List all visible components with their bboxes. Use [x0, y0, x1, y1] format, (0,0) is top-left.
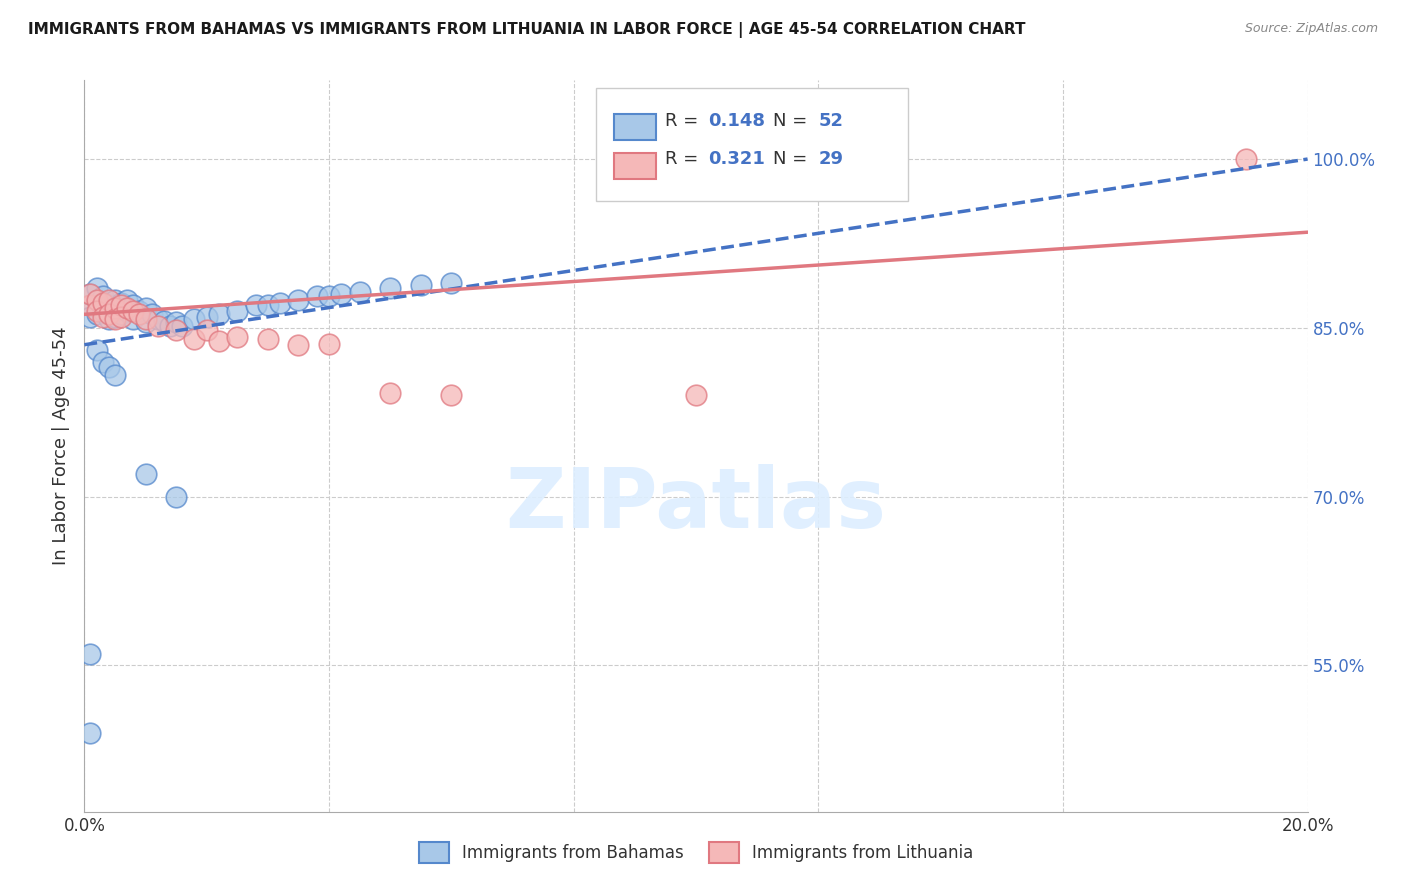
Point — [79, 298, 101, 312]
Text: 0.321: 0.321 — [709, 150, 765, 169]
Point — [97, 360, 120, 375]
Point — [165, 315, 187, 329]
Point — [110, 298, 132, 312]
Point — [195, 310, 218, 324]
Point — [135, 311, 157, 326]
Point — [122, 304, 145, 318]
Point — [305, 289, 328, 303]
Point — [86, 304, 108, 318]
FancyBboxPatch shape — [614, 153, 655, 179]
Point — [269, 296, 291, 310]
Text: R =: R = — [665, 150, 704, 169]
Text: N =: N = — [773, 112, 813, 129]
Point — [183, 311, 205, 326]
Point — [165, 323, 187, 337]
Point — [91, 354, 114, 368]
Point — [91, 310, 114, 324]
FancyBboxPatch shape — [596, 87, 908, 201]
Point — [97, 298, 120, 312]
Text: Source: ZipAtlas.com: Source: ZipAtlas.com — [1244, 22, 1378, 36]
Point — [91, 289, 114, 303]
Point — [79, 310, 101, 324]
Text: R =: R = — [665, 112, 704, 129]
Y-axis label: In Labor Force | Age 45-54: In Labor Force | Age 45-54 — [52, 326, 70, 566]
Text: 0.148: 0.148 — [709, 112, 765, 129]
Point — [128, 304, 150, 318]
Point — [135, 315, 157, 329]
Point — [146, 311, 169, 326]
Point — [104, 301, 127, 315]
Point — [97, 293, 120, 307]
Point — [110, 310, 132, 324]
Point — [226, 304, 249, 318]
Point — [91, 296, 114, 310]
Text: IMMIGRANTS FROM BAHAMAS VS IMMIGRANTS FROM LITHUANIA IN LABOR FORCE | AGE 45-54 : IMMIGRANTS FROM BAHAMAS VS IMMIGRANTS FR… — [28, 22, 1025, 38]
Point — [165, 490, 187, 504]
Point — [115, 293, 138, 307]
Point — [86, 293, 108, 307]
Point — [104, 311, 127, 326]
Point — [97, 311, 120, 326]
FancyBboxPatch shape — [614, 114, 655, 140]
Point — [257, 298, 280, 312]
Point — [115, 304, 138, 318]
Point — [245, 298, 267, 312]
Point — [380, 386, 402, 401]
Text: 29: 29 — [818, 150, 844, 169]
Point — [122, 298, 145, 312]
Point — [115, 301, 138, 315]
Point — [257, 332, 280, 346]
Point — [141, 307, 163, 321]
Point — [380, 281, 402, 295]
Point — [104, 301, 127, 315]
Point — [330, 287, 353, 301]
Point — [91, 304, 114, 318]
Point — [79, 647, 101, 661]
Point — [153, 314, 176, 328]
Point — [1236, 152, 1258, 166]
Point — [79, 726, 101, 740]
Point — [104, 293, 127, 307]
Text: 52: 52 — [818, 112, 844, 129]
Text: ZIPatlas: ZIPatlas — [506, 464, 886, 545]
Point — [110, 296, 132, 310]
Point — [79, 287, 101, 301]
Point — [128, 307, 150, 321]
Point — [86, 343, 108, 358]
Point — [195, 323, 218, 337]
Point — [79, 298, 101, 312]
Point — [208, 334, 231, 349]
Point — [159, 318, 181, 333]
Point — [287, 337, 309, 351]
Point — [135, 467, 157, 482]
Point — [110, 307, 132, 321]
Point — [86, 307, 108, 321]
Point — [104, 368, 127, 383]
Point — [86, 293, 108, 307]
Point — [91, 296, 114, 310]
Point — [685, 388, 707, 402]
Point — [409, 278, 432, 293]
Point — [86, 281, 108, 295]
Point — [208, 307, 231, 321]
Legend: Immigrants from Bahamas, Immigrants from Lithuania: Immigrants from Bahamas, Immigrants from… — [412, 836, 980, 869]
Point — [79, 287, 101, 301]
Point — [318, 289, 340, 303]
Point — [146, 318, 169, 333]
Point — [122, 311, 145, 326]
Point — [135, 301, 157, 315]
Point — [172, 318, 194, 333]
Text: N =: N = — [773, 150, 813, 169]
Point — [318, 336, 340, 351]
Point — [440, 388, 463, 402]
Point — [349, 285, 371, 299]
Point — [97, 307, 120, 321]
Point — [183, 332, 205, 346]
Point — [440, 276, 463, 290]
Point — [287, 293, 309, 307]
Point — [226, 330, 249, 344]
Point — [104, 310, 127, 324]
